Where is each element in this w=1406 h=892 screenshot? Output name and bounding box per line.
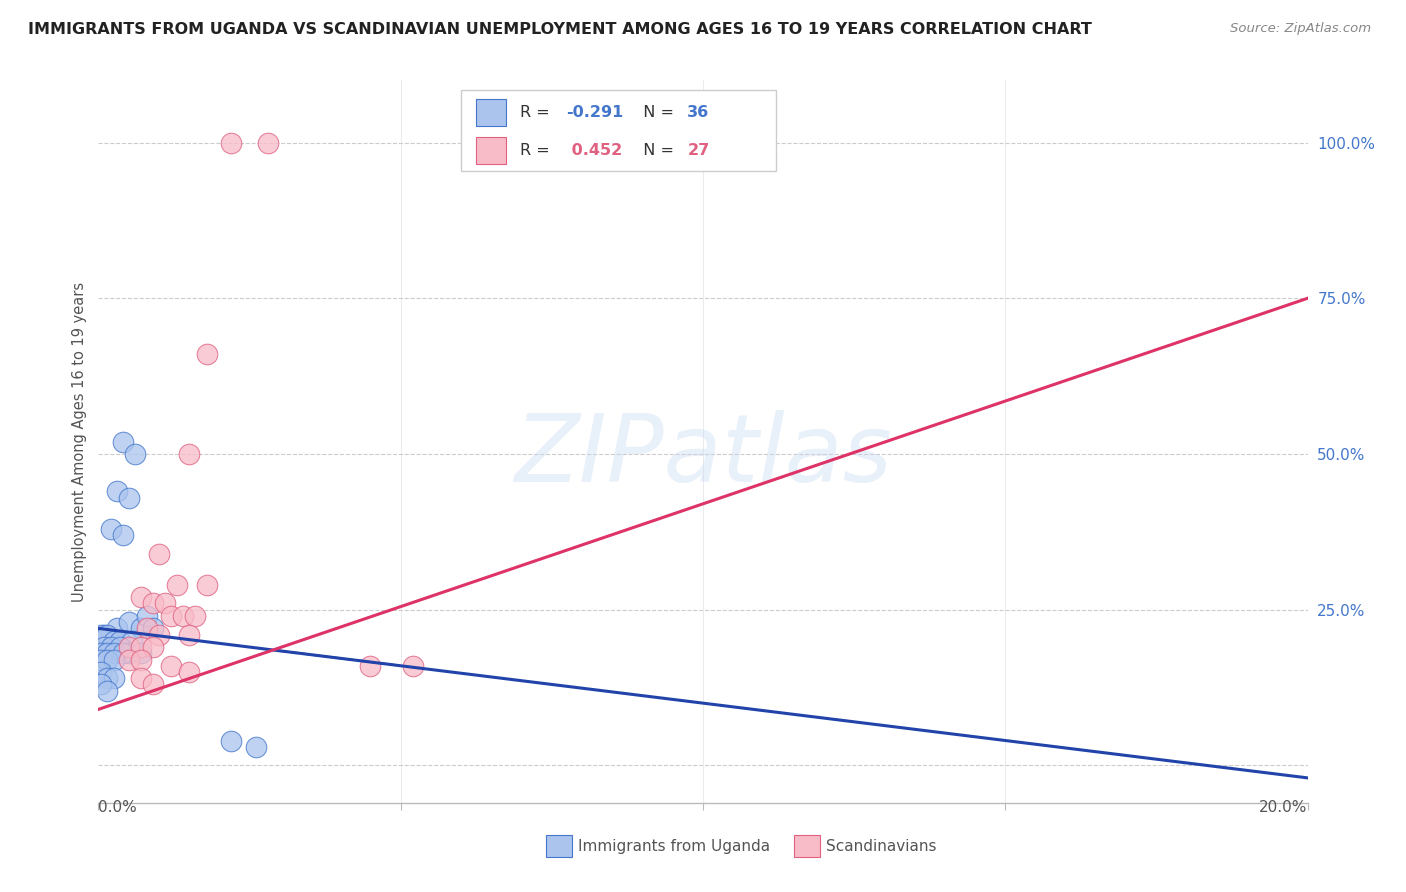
Point xyxy=(100,522,122,536)
Point xyxy=(129,640,152,654)
Point xyxy=(129,652,152,666)
Text: Scandinavians: Scandinavians xyxy=(827,838,936,854)
Point xyxy=(103,646,125,660)
Point xyxy=(90,677,112,691)
Point xyxy=(108,633,131,648)
Point xyxy=(93,627,115,641)
Point xyxy=(129,671,152,685)
Point xyxy=(111,434,134,449)
Text: 0.0%: 0.0% xyxy=(98,800,138,814)
Point xyxy=(108,640,131,654)
Text: Source: ZipAtlas.com: Source: ZipAtlas.com xyxy=(1230,22,1371,36)
FancyBboxPatch shape xyxy=(461,90,776,170)
Point xyxy=(221,136,243,150)
FancyBboxPatch shape xyxy=(475,99,506,126)
Point xyxy=(105,621,128,635)
Point xyxy=(96,627,118,641)
Point xyxy=(160,609,183,624)
Point xyxy=(124,447,146,461)
Point xyxy=(118,646,141,660)
Point xyxy=(179,665,201,679)
Point xyxy=(129,591,152,605)
Point xyxy=(179,627,201,641)
Text: N =: N = xyxy=(633,143,679,158)
Point xyxy=(148,547,170,561)
Point xyxy=(129,621,152,635)
Point xyxy=(166,578,188,592)
FancyBboxPatch shape xyxy=(475,136,506,164)
Text: -0.291: -0.291 xyxy=(567,105,624,120)
Text: Immigrants from Uganda: Immigrants from Uganda xyxy=(578,838,770,854)
Point xyxy=(103,671,125,685)
Point xyxy=(135,609,157,624)
Point xyxy=(90,646,112,660)
Point xyxy=(195,347,218,361)
Point xyxy=(96,646,118,660)
Point xyxy=(142,640,165,654)
Point xyxy=(103,633,125,648)
Text: R =: R = xyxy=(520,105,555,120)
Point xyxy=(90,627,112,641)
Point xyxy=(195,578,218,592)
Point xyxy=(245,739,267,754)
Point xyxy=(360,658,382,673)
Point xyxy=(129,646,152,660)
Y-axis label: Unemployment Among Ages 16 to 19 years: Unemployment Among Ages 16 to 19 years xyxy=(72,282,87,601)
Point xyxy=(118,652,141,666)
Point xyxy=(90,652,112,666)
Point xyxy=(121,633,143,648)
Text: IMMIGRANTS FROM UGANDA VS SCANDINAVIAN UNEMPLOYMENT AMONG AGES 16 TO 19 YEARS CO: IMMIGRANTS FROM UGANDA VS SCANDINAVIAN U… xyxy=(28,22,1092,37)
Point xyxy=(93,640,115,654)
Text: 0.452: 0.452 xyxy=(567,143,623,158)
Point xyxy=(402,658,425,673)
Point xyxy=(118,615,141,630)
Point xyxy=(111,528,134,542)
Point xyxy=(179,447,201,461)
Point xyxy=(96,671,118,685)
Point xyxy=(142,597,165,611)
Point xyxy=(160,658,183,673)
Point xyxy=(148,627,170,641)
Point xyxy=(256,136,278,150)
Point xyxy=(100,640,122,654)
Text: 20.0%: 20.0% xyxy=(1260,800,1308,814)
Point xyxy=(142,621,165,635)
FancyBboxPatch shape xyxy=(793,835,820,857)
Point xyxy=(103,652,125,666)
Point xyxy=(135,621,157,635)
Point xyxy=(111,646,134,660)
Point xyxy=(96,652,118,666)
Point xyxy=(90,665,112,679)
Point xyxy=(118,640,141,654)
FancyBboxPatch shape xyxy=(546,835,572,857)
Point xyxy=(142,677,165,691)
Text: ZIPatlas: ZIPatlas xyxy=(515,410,891,501)
Text: 27: 27 xyxy=(688,143,710,158)
Point xyxy=(172,609,194,624)
Point xyxy=(96,683,118,698)
Point xyxy=(153,597,176,611)
Text: N =: N = xyxy=(633,105,679,120)
Point xyxy=(118,491,141,505)
Point xyxy=(184,609,207,624)
Point xyxy=(221,733,243,747)
Text: R =: R = xyxy=(520,143,555,158)
Point xyxy=(105,484,128,499)
Text: 36: 36 xyxy=(688,105,710,120)
